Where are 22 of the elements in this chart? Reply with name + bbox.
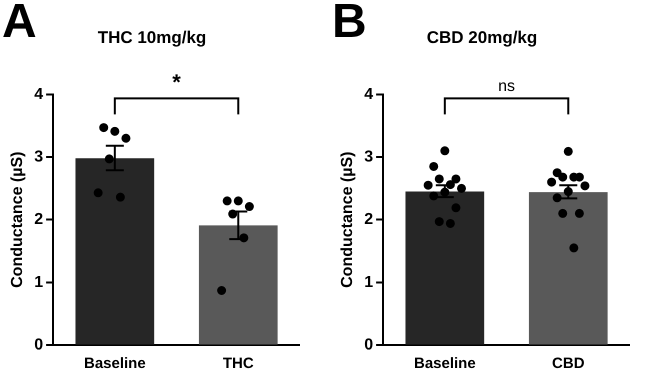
x-tick-label: Baseline bbox=[414, 355, 476, 372]
text: A bbox=[2, 0, 37, 48]
y-tick-label: 4 bbox=[364, 86, 374, 103]
y-tick-label: 3 bbox=[34, 148, 44, 166]
y-tick-label: 2 bbox=[34, 211, 44, 228]
chart-title: CBD 20mg/kg bbox=[426, 28, 538, 47]
y-tick-label: 0 bbox=[364, 336, 374, 354]
x-tick-label: Baseline bbox=[84, 355, 146, 372]
y-tick-label: 3 bbox=[364, 148, 374, 166]
y-tick-label: 4 bbox=[34, 86, 44, 103]
y-axis-title: Conductance (µS) bbox=[9, 152, 26, 288]
annotation: * bbox=[172, 69, 182, 94]
y-tick-label: 1 bbox=[34, 274, 44, 291]
x-tick-label: THC bbox=[222, 355, 254, 372]
text: B bbox=[332, 0, 367, 48]
y-tick-label: 1 bbox=[364, 274, 374, 291]
chart-title: THC 10mg/kg bbox=[98, 28, 206, 47]
y-tick-label: 2 bbox=[364, 211, 374, 228]
y-axis-title: Conductance (µS) bbox=[339, 152, 356, 288]
x-tick-label: CBD bbox=[552, 355, 585, 372]
y-tick-label: 0 bbox=[34, 336, 44, 354]
annotation: ns bbox=[498, 78, 515, 95]
